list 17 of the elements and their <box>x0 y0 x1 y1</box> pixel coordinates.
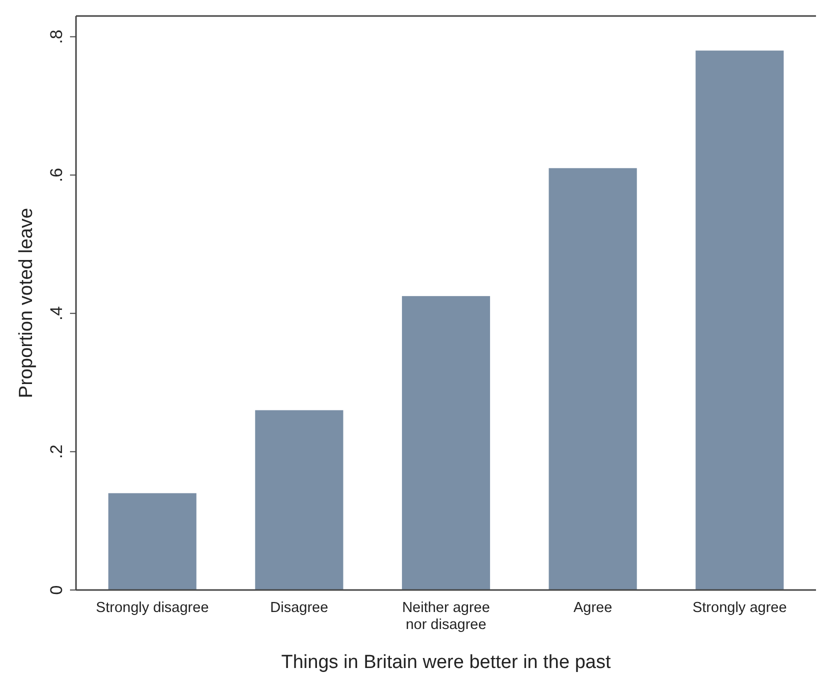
x-tick-label: Agree <box>573 600 612 616</box>
x-tick-label: Neither agree nor disagree <box>402 600 490 633</box>
bar <box>696 50 784 590</box>
y-tick-label: 0 <box>47 585 66 595</box>
y-tick-label: .6 <box>47 168 66 182</box>
bar <box>255 410 344 590</box>
x-tick-label: Strongly disagree <box>96 600 209 616</box>
bar <box>548 168 637 590</box>
x-axis-title: Things in Britain were better in the past <box>281 652 612 673</box>
y-tick-label: .4 <box>47 306 66 320</box>
bar <box>402 296 490 590</box>
x-tick-label: Disagree <box>270 600 328 616</box>
y-axis-title: Proportion voted leave <box>16 208 37 398</box>
y-tick-label: .8 <box>47 30 66 44</box>
y-tick-label: .2 <box>47 444 66 459</box>
x-tick-label: Strongly agree <box>692 600 787 616</box>
bar <box>108 493 196 590</box>
